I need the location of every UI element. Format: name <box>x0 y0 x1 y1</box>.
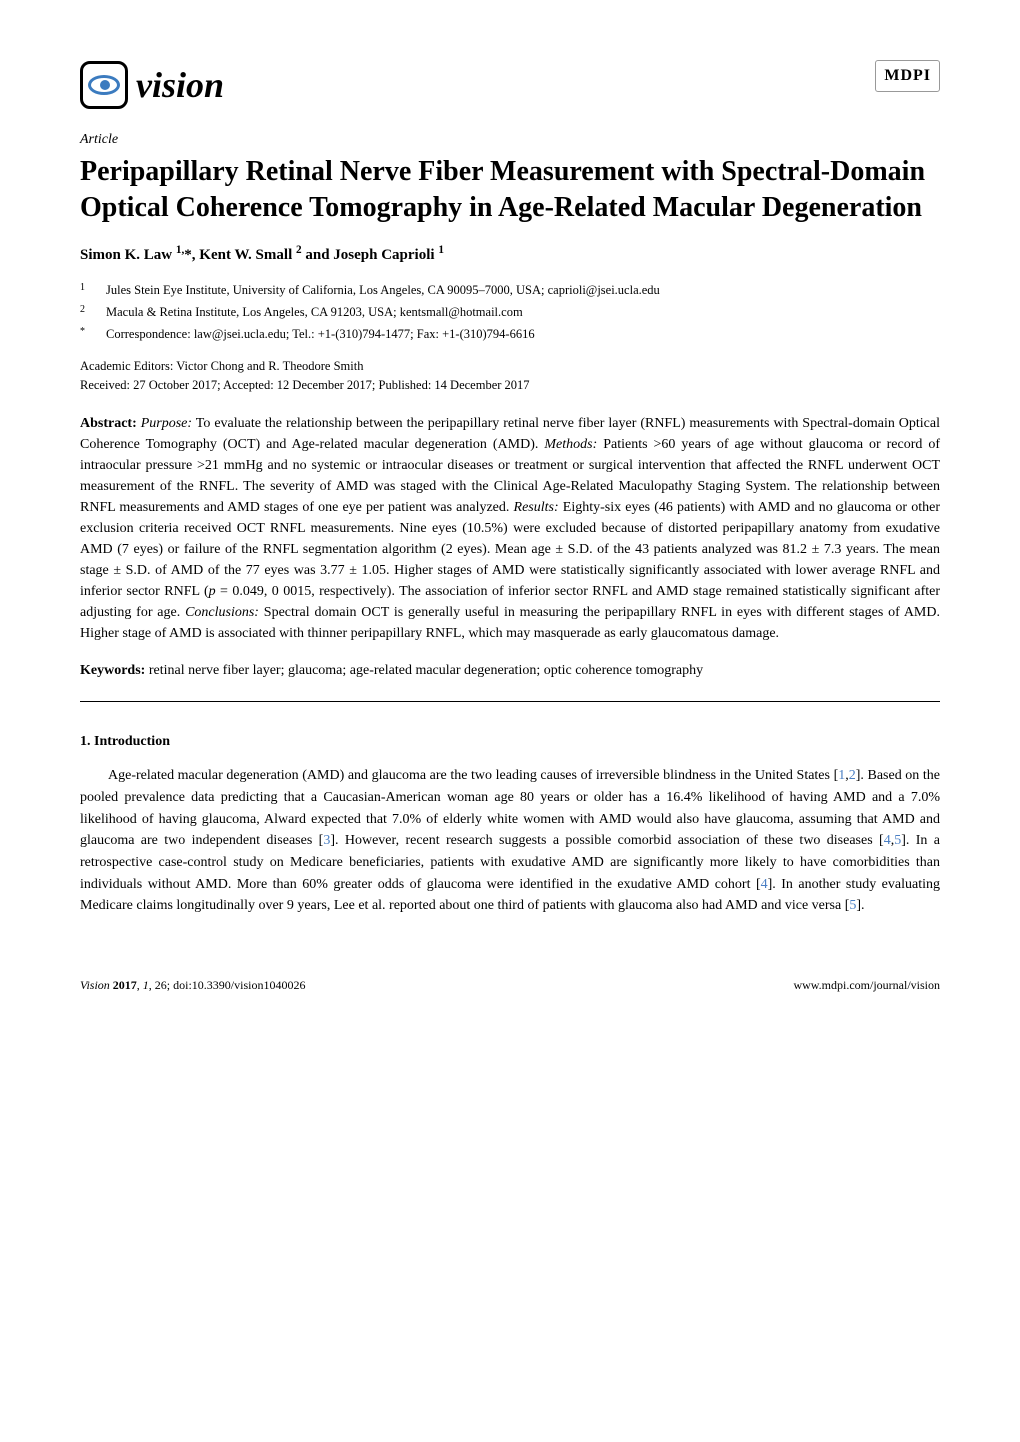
conclusions-label: Conclusions: <box>185 605 259 620</box>
journal-logo: vision <box>80 60 224 110</box>
keywords: Keywords: retinal nerve fiber layer; gla… <box>80 660 940 681</box>
abstract: Abstract: Purpose: To evaluate the relat… <box>80 413 940 644</box>
text-part: ]. <box>856 898 864 913</box>
footer-url: www.mdpi.com/journal/vision <box>793 977 940 994</box>
text-part: Age-related macular degeneration (AMD) a… <box>108 768 838 783</box>
affiliation-text: Jules Stein Eye Institute, University of… <box>106 280 660 300</box>
results-label: Results: <box>514 500 559 515</box>
correspondence-marker: * <box>80 324 94 344</box>
text-part: ]. However, recent research suggests a p… <box>330 833 883 848</box>
keywords-text: retinal nerve fiber layer; glaucoma; age… <box>145 663 703 678</box>
affiliation-1: 1 Jules Stein Eye Institute, University … <box>80 280 940 300</box>
reference-link-6[interactable]: 4 <box>761 877 768 892</box>
page-footer: Vision 2017, 1, 26; doi:10.3390/vision10… <box>80 977 940 994</box>
intro-paragraph-1: Age-related macular degeneration (AMD) a… <box>80 765 940 917</box>
purpose-label: Purpose: <box>141 416 192 431</box>
article-title: Peripapillary Retinal Nerve Fiber Measur… <box>80 154 940 227</box>
keywords-label: Keywords: <box>80 663 145 678</box>
article-type: Article <box>80 130 940 150</box>
author-3: Joseph Caprioli 1 <box>333 247 444 263</box>
abstract-label: Abstract: <box>80 416 137 431</box>
affiliations: 1 Jules Stein Eye Institute, University … <box>80 280 940 344</box>
publisher-logo: MDPI <box>875 60 940 92</box>
correspondence-text: Correspondence: law@jsei.ucla.edu; Tel.:… <box>106 324 535 344</box>
vision-eye-icon <box>80 61 128 109</box>
article-dates: Received: 27 October 2017; Accepted: 12 … <box>80 377 940 395</box>
section-1-heading: 1. Introduction <box>80 732 940 752</box>
footer-citation: Vision 2017, 1, 26; doi:10.3390/vision10… <box>80 977 305 994</box>
author-1: Simon K. Law 1,* <box>80 247 192 263</box>
academic-editors: Academic Editors: Victor Chong and R. Th… <box>80 358 940 376</box>
authors-list: Simon K. Law 1,*, Kent W. Small 2 and Jo… <box>80 243 940 266</box>
page-header: vision MDPI <box>80 60 940 110</box>
affiliation-num: 1 <box>80 280 94 300</box>
methods-label: Methods: <box>544 437 597 452</box>
affiliation-num: 2 <box>80 302 94 322</box>
section-divider <box>80 701 940 702</box>
affiliation-2: 2 Macula & Retina Institute, Los Angeles… <box>80 302 940 322</box>
correspondence: * Correspondence: law@jsei.ucla.edu; Tel… <box>80 324 940 344</box>
journal-name: vision <box>136 60 224 110</box>
reference-link-4[interactable]: 4 <box>884 833 891 848</box>
affiliation-text: Macula & Retina Institute, Los Angeles, … <box>106 302 523 322</box>
results-text: Eighty-six eyes (46 patients) with AMD a… <box>80 500 940 620</box>
author-sep: and <box>302 247 334 263</box>
author-2: Kent W. Small 2 <box>199 247 301 263</box>
eye-shape-icon <box>88 75 120 95</box>
reference-link-2[interactable]: 2 <box>849 768 856 783</box>
